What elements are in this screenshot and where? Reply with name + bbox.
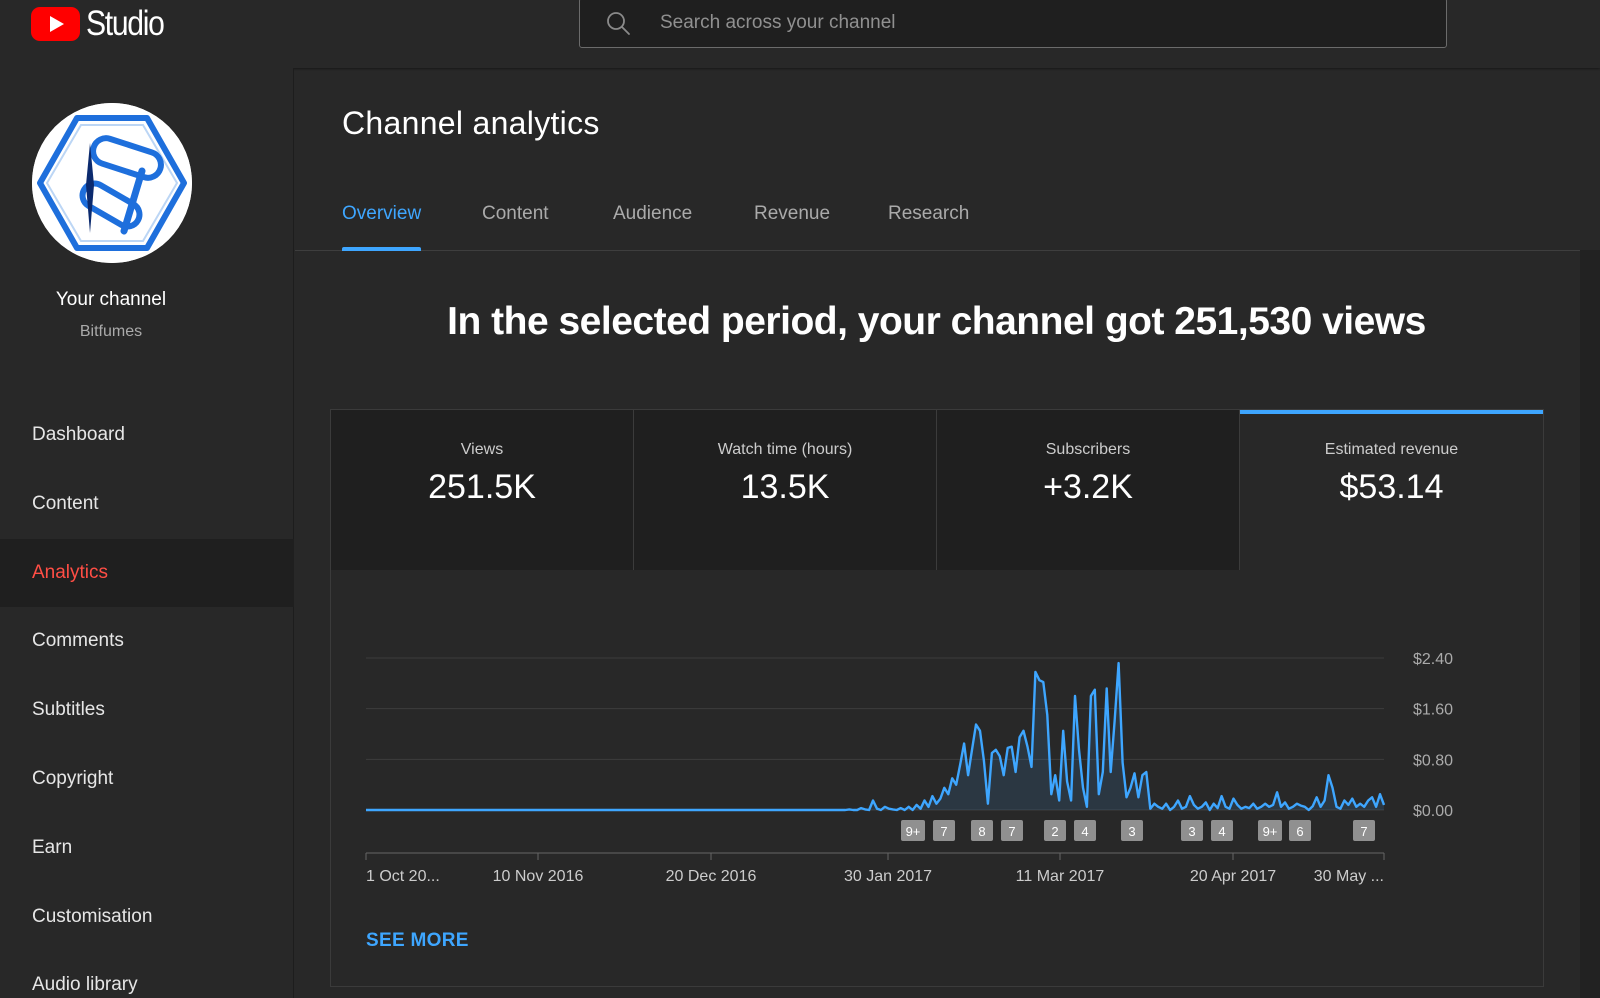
sidebar-item-label: Comments [32, 630, 124, 652]
sidebar-item-content[interactable]: Content [0, 470, 294, 538]
svg-text:3: 3 [1128, 824, 1135, 839]
svg-text:2: 2 [1051, 824, 1058, 839]
svg-text:7: 7 [1008, 824, 1015, 839]
metric-value: +3.2K [1043, 468, 1133, 506]
y-tick-label: $0.00 [1413, 803, 1453, 820]
sidebar-item-label: Content [32, 492, 99, 514]
metric-label: Subscribers [1045, 441, 1131, 458]
event-marker[interactable]: 9+ [901, 820, 925, 841]
revenue-series-line[interactable] [366, 661, 1386, 812]
x-tick-label: 30 Jan 2017 [844, 868, 932, 885]
tab-research[interactable]: Research [888, 203, 970, 224]
see-more-link[interactable]: SEE MORE [366, 930, 469, 951]
scrollbar-track[interactable] [1580, 250, 1600, 998]
sidebar-item-comments[interactable]: Comments [0, 607, 294, 675]
svg-text:3: 3 [1188, 824, 1195, 839]
x-tick-label: 11 Mar 2017 [1016, 868, 1105, 885]
x-tick-label: 20 Dec 2016 [666, 868, 757, 885]
overview-panel: Views 251.5K Watch time (hours) 13.5K Su… [330, 409, 1544, 987]
tab-revenue[interactable]: Revenue [754, 203, 831, 224]
event-marker[interactable]: 8 [971, 820, 993, 841]
analytics-tabs: Overview Content Audience Revenue Resear… [295, 195, 1600, 251]
y-tick-label: $0.80 [1413, 752, 1453, 769]
sidebar-item-label: Earn [32, 836, 73, 858]
event-marker[interactable]: 2 [1044, 820, 1066, 841]
x-tick-label: 1 Oct 20... [366, 868, 440, 885]
youtube-studio-logo[interactable]: Studio [31, 4, 176, 43]
svg-text:7: 7 [1360, 824, 1367, 839]
event-marker[interactable]: 9+ [1258, 820, 1282, 841]
metric-label: Estimated revenue [1324, 441, 1459, 458]
event-marker[interactable]: 7 [1001, 820, 1023, 841]
x-tick-label: 20 Apr 2017 [1190, 868, 1276, 885]
page-title: Channel analytics [342, 105, 600, 141]
search-input[interactable] [660, 0, 1420, 47]
metric-value: 251.5K [428, 468, 536, 506]
sidebar-item-label: Copyright [32, 768, 114, 789]
tab-overview[interactable]: Overview [342, 203, 422, 251]
sidebar-item-copyright[interactable]: Copyright [0, 745, 294, 813]
metric-value: 13.5K [740, 468, 830, 506]
sidebar: Your channel Bitfumes Dashboard Content An… [0, 68, 294, 998]
svg-text:8: 8 [978, 824, 985, 839]
metric-card-estimated-revenue[interactable]: Estimated revenue $53.14 [1240, 410, 1543, 570]
event-marker[interactable]: 3 [1181, 820, 1203, 841]
sidebar-item-dashboard[interactable]: Dashboard [0, 401, 294, 469]
svg-text:4: 4 [1218, 824, 1225, 839]
sidebar-item-label: Customisation [32, 905, 153, 927]
sidebar-item-analytics[interactable]: Analytics [0, 538, 294, 607]
views-headline: In the selected period, your channel got… [447, 300, 1426, 343]
logo-text: Studio [86, 4, 165, 43]
search-box[interactable] [579, 0, 1447, 48]
search-icon[interactable] [605, 10, 631, 36]
y-tick-label: $1.60 [1413, 702, 1453, 719]
metric-label: Watch time (hours) [717, 441, 853, 458]
youtube-play-icon [31, 7, 80, 41]
svg-text:9+: 9+ [906, 824, 921, 839]
sidebar-item-customisation[interactable]: Customisation [0, 883, 294, 951]
sidebar-item-label: Audio library [32, 974, 138, 996]
sidebar-item-label: Dashboard [32, 424, 125, 445]
metric-label: Views [460, 441, 504, 458]
event-marker[interactable]: 4 [1074, 820, 1096, 841]
sidebar-item-subtitles[interactable]: Subtitles [0, 676, 294, 744]
metric-value: $53.14 [1339, 468, 1444, 506]
y-tick-label: $2.40 [1413, 651, 1453, 668]
x-tick-label: 10 Nov 2016 [493, 868, 584, 885]
event-marker[interactable]: 7 [933, 820, 955, 841]
event-marker[interactable]: 3 [1121, 820, 1143, 841]
channel-name: Bitfumes [79, 323, 143, 340]
channel-title: Your channel [55, 289, 167, 310]
bitfumes-logo-icon [32, 103, 192, 263]
tab-audience[interactable]: Audience [613, 203, 693, 224]
revenue-line-chart[interactable]: $2.40 $1.60 $0.80 $0.00 9+ 7 8 7 2 4 3 3 4 9+ 6 7 1 Oct … [331, 570, 1543, 900]
event-marker[interactable]: 4 [1211, 820, 1233, 841]
sidebar-item-label: Subtitles [32, 699, 105, 721]
sidebar-item-earn[interactable]: Earn [0, 814, 294, 882]
svg-text:6: 6 [1296, 824, 1303, 839]
svg-text:9+: 9+ [1263, 824, 1278, 839]
tab-content[interactable]: Content [482, 203, 549, 224]
sidebar-item-label: Analytics [32, 561, 109, 583]
svg-text:7: 7 [940, 824, 947, 839]
event-marker[interactable]: 6 [1289, 820, 1311, 841]
metric-card-watch-time[interactable]: Watch time (hours) 13.5K [634, 410, 937, 570]
event-marker[interactable]: 7 [1353, 820, 1375, 841]
channel-avatar[interactable] [32, 103, 192, 263]
sidebar-item-audio-library[interactable]: Audio library [0, 951, 294, 998]
top-bar: Studio [0, 0, 1600, 68]
metric-card-subscribers[interactable]: Subscribers +3.2K [937, 410, 1240, 570]
revenue-area [366, 663, 1384, 810]
metric-card-views[interactable]: Views 251.5K [331, 410, 634, 570]
x-tick-label: 30 May ... [1314, 868, 1384, 885]
svg-text:4: 4 [1081, 824, 1088, 839]
